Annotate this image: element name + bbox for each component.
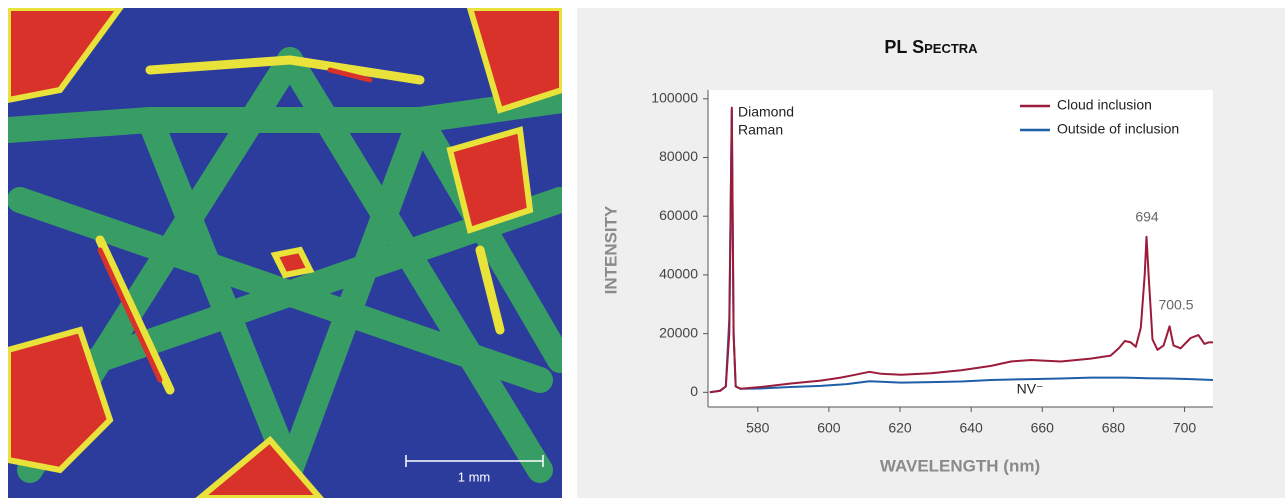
annotation: Diamond <box>738 104 794 120</box>
plot: 0 20000 40000 60000 80000 100000 580 600 620 640 6… <box>651 90 1214 436</box>
x-tick-label: 660 <box>1031 420 1055 436</box>
series-line <box>709 106 1213 394</box>
legend-label: Outside of inclusion <box>1057 121 1179 137</box>
pl-map-image: 1 mm <box>8 8 562 498</box>
x-axis-label: WAVELENGTH (nm) <box>880 456 1040 475</box>
x-tick-label: 700 <box>1173 420 1197 436</box>
x-tick-label: 680 <box>1102 420 1126 436</box>
y-axis-label: INTENSITY <box>601 205 620 294</box>
x-tick-label: 600 <box>817 420 841 436</box>
x-tick-label: 620 <box>888 420 912 436</box>
y-tick-label: 60000 <box>659 207 698 223</box>
legend-label: Cloud inclusion <box>1057 97 1152 113</box>
annotation: 700.5 <box>1158 297 1193 313</box>
scale-bar-label: 1 mm <box>458 469 491 484</box>
annotation: Raman <box>738 122 783 138</box>
y-tick-label: 20000 <box>659 324 698 340</box>
chart-title: PL Spectra <box>884 37 978 57</box>
y-tick-label: 0 <box>690 383 698 399</box>
x-tick-label: 640 <box>959 420 983 436</box>
annotation: 694 <box>1135 209 1159 225</box>
y-tick-label: 40000 <box>659 266 698 282</box>
plot-area <box>708 90 1213 407</box>
y-tick-label: 100000 <box>651 90 698 106</box>
annotation: NV⁻ <box>1017 381 1044 397</box>
x-tick-label: 580 <box>746 420 770 436</box>
y-tick-label: 80000 <box>659 148 698 164</box>
